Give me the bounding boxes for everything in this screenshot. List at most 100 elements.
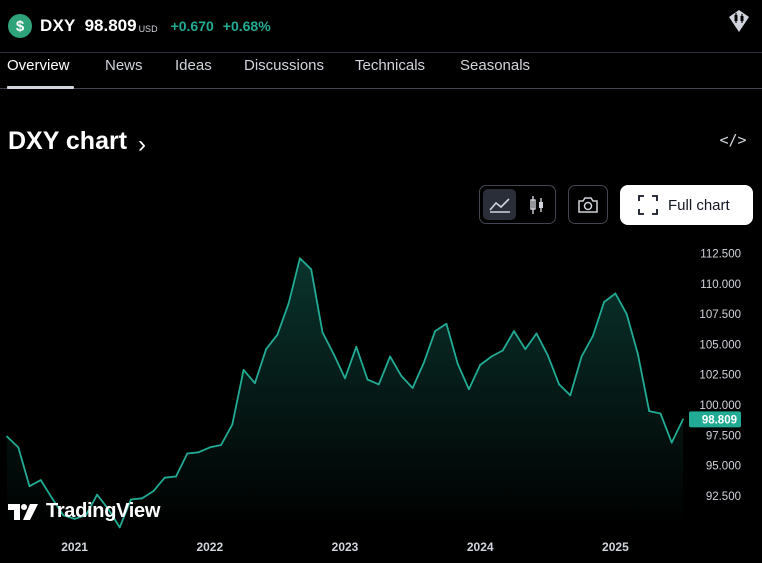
tradingview-watermark: TradingView — [8, 500, 160, 523]
data-point — [39, 479, 42, 481]
data-point — [152, 490, 155, 492]
y-tick-label: 95.000 — [706, 461, 741, 473]
data-point — [51, 497, 53, 500]
embed-code-button[interactable]: </> — [719, 131, 747, 149]
data-point — [118, 526, 121, 529]
y-tick-label: 105.000 — [699, 339, 741, 351]
chart-type-toggle — [479, 185, 556, 224]
data-point — [625, 313, 628, 315]
data-point — [377, 383, 380, 386]
data-point — [648, 410, 651, 412]
data-point — [220, 444, 223, 446]
data-point — [580, 355, 583, 358]
x-tick-label: 2022 — [196, 540, 223, 554]
data-point — [411, 387, 414, 389]
x-tick-label: 2025 — [602, 540, 629, 554]
tradingview-logo-icon — [8, 503, 38, 520]
area-chart-icon — [488, 197, 510, 213]
y-tick-label: 102.500 — [699, 370, 741, 382]
data-point — [603, 301, 605, 303]
y-tick-label: 92.500 — [706, 491, 741, 503]
price-change: +0.670 — [170, 18, 214, 34]
data-point — [310, 268, 313, 271]
chevron-right-icon: › — [138, 131, 146, 158]
header-divider — [0, 52, 762, 53]
tab-news[interactable]: News — [105, 57, 143, 74]
y-tick-label: 107.500 — [699, 309, 741, 321]
y-tick-label: 112.500 — [700, 249, 741, 261]
candles-chart-button[interactable] — [520, 189, 553, 220]
data-point — [479, 364, 482, 366]
data-point — [62, 514, 65, 517]
active-tab-indicator — [7, 86, 74, 89]
data-point — [637, 353, 639, 355]
data-point — [434, 330, 436, 332]
data-point — [186, 452, 189, 455]
data-point — [501, 349, 504, 352]
area-chart-button[interactable] — [483, 189, 516, 220]
last-price-badge-label: 98.809 — [702, 414, 737, 426]
full-chart-label: Full chart — [668, 196, 730, 214]
data-point — [445, 322, 448, 325]
currency-label: USD — [138, 24, 158, 34]
tab-bar: Overview News Ideas Discussions Technica… — [0, 53, 762, 89]
y-tick-label: 110.000 — [700, 279, 741, 291]
data-point — [546, 354, 549, 357]
data-point — [299, 257, 301, 260]
data-point — [355, 345, 358, 348]
data-point — [456, 362, 459, 365]
y-tick-label: 97.500 — [706, 430, 741, 442]
data-point — [468, 388, 470, 391]
data-point — [265, 348, 267, 351]
fullscreen-icon — [638, 195, 658, 215]
data-point — [344, 377, 346, 380]
data-point — [175, 475, 177, 478]
data-point — [400, 375, 403, 377]
x-tick-label: 2021 — [61, 540, 88, 554]
price-chart[interactable]: 112.500 110.000 107.500 105.000 102.500 100.0… — [0, 230, 762, 563]
tab-overview[interactable]: Overview — [7, 57, 70, 74]
data-point — [287, 302, 290, 305]
tab-discussions[interactable]: Discussions — [244, 57, 325, 74]
dollar-icon: $ — [8, 14, 32, 38]
data-point — [163, 476, 166, 479]
data-point — [524, 348, 527, 351]
data-point — [242, 369, 245, 371]
x-tick-label: 2023 — [332, 540, 359, 554]
data-point — [332, 353, 335, 355]
data-point — [513, 330, 515, 332]
data-point — [558, 383, 560, 386]
tab-technicals[interactable]: Technicals — [355, 57, 426, 74]
data-point — [276, 333, 279, 336]
data-point — [659, 412, 662, 415]
price-change-percent: +0.68% — [222, 18, 271, 34]
data-point — [6, 435, 8, 438]
data-point — [130, 498, 132, 501]
data-point — [231, 423, 234, 426]
full-chart-button[interactable]: Full chart — [620, 185, 753, 225]
data-point — [321, 331, 324, 334]
data-point — [141, 497, 144, 500]
last-price-badge — [689, 411, 741, 428]
data-point — [73, 518, 76, 520]
data-point — [96, 493, 98, 496]
data-point — [208, 446, 211, 449]
data-point — [366, 378, 369, 381]
data-point — [389, 355, 391, 358]
symbol-name: DXY — [40, 16, 76, 35]
chart-title-link[interactable]: DXY chart — [8, 127, 128, 155]
data-point — [254, 382, 256, 385]
data-point — [592, 335, 594, 337]
candlestick-icon — [529, 195, 543, 214]
data-point — [85, 514, 87, 517]
tab-ideas[interactable]: Ideas — [175, 57, 212, 74]
camera-icon — [578, 196, 598, 213]
shield-candles-icon[interactable] — [726, 8, 752, 34]
data-point — [197, 451, 200, 454]
tab-seasonals[interactable]: Seasonals — [460, 57, 531, 74]
price-area-fill — [7, 258, 683, 528]
data-point — [107, 508, 110, 511]
last-price: 98.809 — [84, 16, 137, 35]
y-tick-label: 100.000 — [699, 400, 741, 412]
snapshot-button[interactable] — [568, 185, 608, 224]
